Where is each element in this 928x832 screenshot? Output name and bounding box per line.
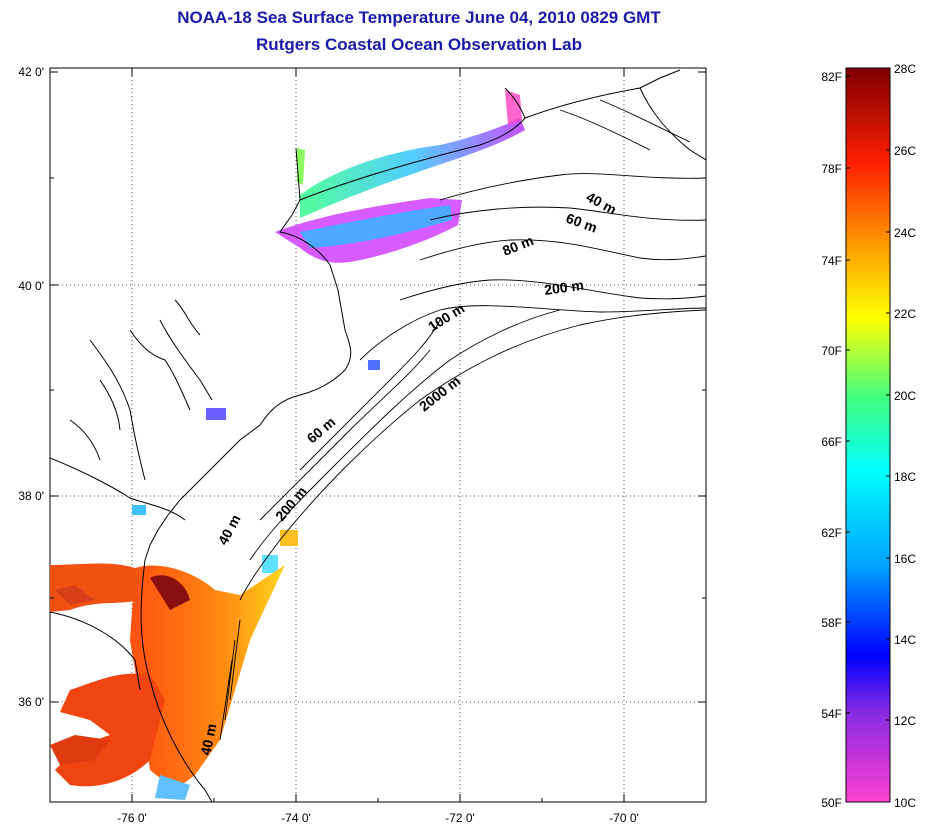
coastline (50, 69, 706, 802)
lat-label: 36 0' (18, 695, 44, 709)
colorbar-c-label: 14C (894, 633, 916, 647)
lon-label: -72 0' (445, 811, 475, 825)
colorbar-c-label: 24C (894, 226, 916, 240)
colorbar-f-label: 50F (821, 796, 842, 810)
axis-ticks (50, 68, 706, 802)
colorbar-f-label: 82F (821, 70, 842, 84)
colorbar-c-label: 18C (894, 470, 916, 484)
colorbar-f-label: 54F (821, 707, 842, 721)
lat-label: 38 0' (18, 489, 44, 503)
colorbar-c-label: 26C (894, 144, 916, 158)
map-subtitle: Rutgers Coastal Ocean Observation Lab (256, 35, 582, 54)
colorbar-f-label: 74F (821, 254, 842, 268)
lat-label: 40 0' (18, 279, 44, 293)
colorbar-f-label: 66F (821, 435, 842, 449)
map-title: NOAA-18 Sea Surface Temperature June 04,… (177, 8, 661, 27)
colorbar-f-label: 78F (821, 162, 842, 176)
lat-label: 42 0' (18, 65, 44, 79)
colorbar-c-label: 22C (894, 307, 916, 321)
temperature-colorbar: 82F 78F 74F 70F 66F 62F 58F 54F 50F 28C … (821, 62, 916, 810)
contour-label: 200 m (543, 277, 585, 298)
colorbar-c-label: 20C (894, 389, 916, 403)
colorbar-f-label: 62F (821, 526, 842, 540)
latitude-labels: 42 0' 40 0' 38 0' 36 0' (18, 65, 44, 709)
lon-label: -74 0' (281, 811, 311, 825)
colorbar-f-label: 58F (821, 616, 842, 630)
colorbar-c-label: 28C (894, 62, 916, 76)
colorbar-scale (845, 67, 891, 803)
bathymetry-contours (219, 99, 706, 741)
colorbar-c-label: 10C (894, 796, 916, 810)
contour-label: 40 m (197, 722, 219, 757)
colorbar-f-label: 70F (821, 344, 842, 358)
lon-label: -70 0' (609, 811, 639, 825)
lon-label: -76 0' (117, 811, 147, 825)
colorbar-c-label: 12C (894, 714, 916, 728)
graticule (50, 68, 706, 802)
colorbar-c-label: 16C (894, 552, 916, 566)
sst-imagery (50, 90, 525, 800)
longitude-labels: -76 0' -74 0' -72 0' -70 0' (117, 811, 639, 825)
